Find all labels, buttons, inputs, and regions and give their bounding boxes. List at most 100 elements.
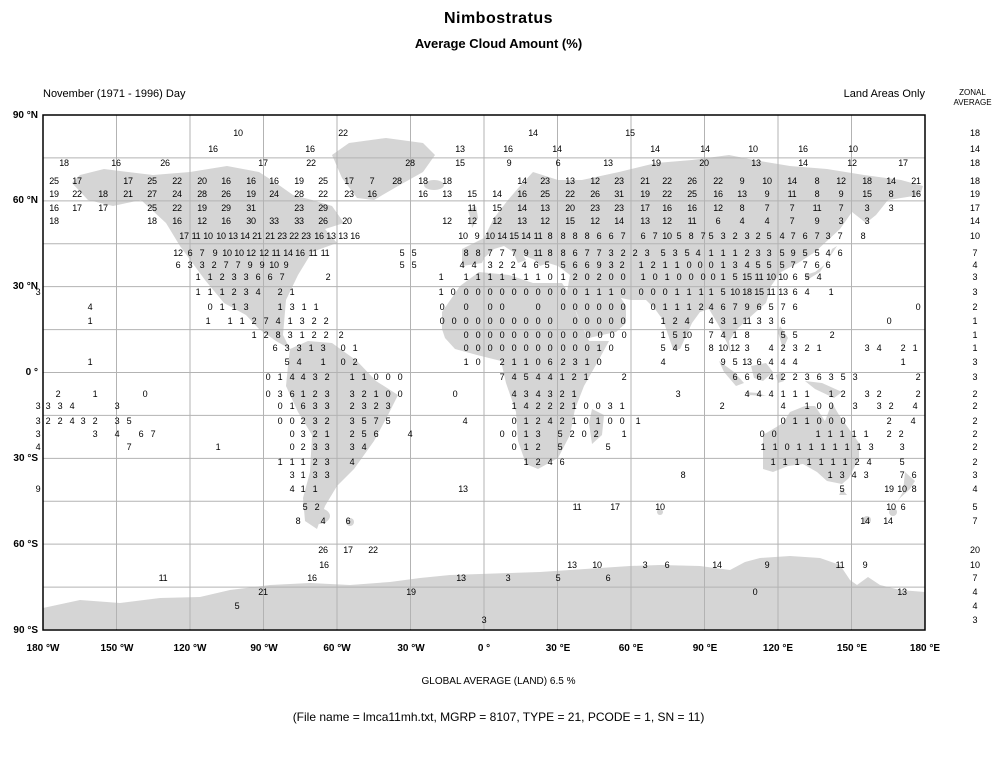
grid-value: 4: [548, 372, 553, 382]
grid-value: 0: [464, 316, 469, 326]
grid-value: 6: [826, 260, 831, 270]
grid-value: 1: [301, 457, 306, 467]
grid-value: 6: [912, 470, 917, 480]
grid-value: 0: [598, 330, 603, 340]
grid-value: 14: [883, 516, 893, 526]
grid-value: 3: [536, 429, 541, 439]
grid-value: 31: [614, 189, 624, 199]
grid-value: 28: [197, 189, 207, 199]
grid-value: 0: [500, 302, 505, 312]
grid-value: 4: [512, 389, 517, 399]
grid-value: 5: [803, 248, 808, 258]
grid-value: 1: [313, 484, 318, 494]
grid-value: 7: [709, 330, 714, 340]
grid-value: 11: [813, 203, 822, 213]
grid-value: 13: [742, 357, 752, 367]
grid-value: 6: [781, 316, 786, 326]
grid-value: 1: [831, 457, 836, 467]
grid-value: 1: [709, 248, 714, 258]
landmass-south-america: [286, 341, 398, 529]
grid-value: 22: [662, 176, 672, 186]
grid-value: 6: [838, 248, 843, 258]
landmass-british-isles: [468, 206, 478, 228]
grid-value: 26: [590, 189, 600, 199]
grid-value: 2: [855, 457, 860, 467]
grid-value: 8: [561, 248, 566, 258]
grid-value: 6: [139, 429, 144, 439]
grid-value: 3: [767, 248, 772, 258]
grid-value: 10: [655, 502, 665, 512]
grid-value: 4: [852, 470, 857, 480]
grid-value: 8: [889, 189, 894, 199]
grid-value: 2: [93, 416, 98, 426]
grid-value: 7: [733, 302, 738, 312]
grid-value: 5: [545, 260, 550, 270]
grid-value: 6: [733, 372, 738, 382]
grid-value: 5: [412, 260, 417, 270]
grid-value: 1: [845, 442, 850, 452]
grid-value: 4: [512, 372, 517, 382]
grid-value: 0: [585, 343, 590, 353]
grid-value: 10: [848, 144, 858, 154]
landmass-iceland: [424, 180, 444, 190]
grid-value: 2: [325, 416, 330, 426]
grid-value: 0: [561, 287, 566, 297]
grid-value: 0: [548, 272, 553, 282]
grid-value: 1: [288, 316, 293, 326]
grid-value: 1: [560, 372, 565, 382]
grid-value: 6: [716, 216, 721, 226]
grid-value: 5: [558, 442, 563, 452]
grid-value: 3: [573, 357, 578, 367]
grid-value: 11: [836, 560, 845, 570]
grid-value: 6: [665, 560, 670, 570]
grid-value: 0: [573, 330, 578, 340]
grid-value: 4: [877, 343, 882, 353]
grid-value: 6: [606, 573, 611, 583]
grid-value: 2: [699, 302, 704, 312]
zonal-average-value: 1: [972, 343, 977, 353]
grid-value: 4: [805, 287, 810, 297]
grid-value: 5: [362, 416, 367, 426]
landmass-tasmania: [839, 489, 847, 495]
grid-value: 17: [123, 176, 133, 186]
grid-value: 6: [793, 272, 798, 282]
grid-value: 4: [350, 457, 355, 467]
grid-value: 17: [72, 203, 82, 213]
grid-value: 1: [301, 470, 306, 480]
grid-value: 1: [321, 357, 326, 367]
grid-value: 22: [565, 189, 575, 199]
grid-value: 4: [472, 260, 477, 270]
grid-value: 1: [596, 416, 601, 426]
grid-value: 3: [285, 343, 290, 353]
grid-value: 0: [561, 330, 566, 340]
grid-value: 20: [699, 158, 709, 168]
grid-value: 1: [464, 272, 469, 282]
grid-value: 6: [548, 357, 553, 367]
y-axis-tick-label: 60 °S: [13, 539, 38, 550]
grid-value: 1: [301, 389, 306, 399]
grid-value: 25: [147, 203, 157, 213]
grid-value: 12: [590, 176, 600, 186]
grid-value: 1: [821, 442, 826, 452]
grid-value: 2: [500, 357, 505, 367]
grid-value: 2: [312, 316, 317, 326]
grid-value: 0: [500, 429, 505, 439]
grid-value: 13: [565, 176, 575, 186]
grid-value: 3: [188, 260, 193, 270]
grid-value: 2: [720, 401, 725, 411]
grid-value: 14: [497, 231, 507, 241]
grid-value: 0: [548, 316, 553, 326]
grid-value: 4: [745, 260, 750, 270]
grid-value: 19: [651, 158, 661, 168]
grid-value: 1: [771, 457, 776, 467]
grid-value: 3: [36, 287, 41, 297]
grid-value: 23: [540, 176, 550, 186]
landmass-java: [744, 392, 766, 396]
grid-value: 8: [276, 330, 281, 340]
grid-value: 6: [176, 260, 181, 270]
grid-value: 0: [772, 429, 777, 439]
grid-value: 0: [916, 302, 921, 312]
grid-value: 8: [745, 330, 750, 340]
grid-value: 16: [503, 144, 513, 154]
grid-value: 1: [793, 389, 798, 399]
